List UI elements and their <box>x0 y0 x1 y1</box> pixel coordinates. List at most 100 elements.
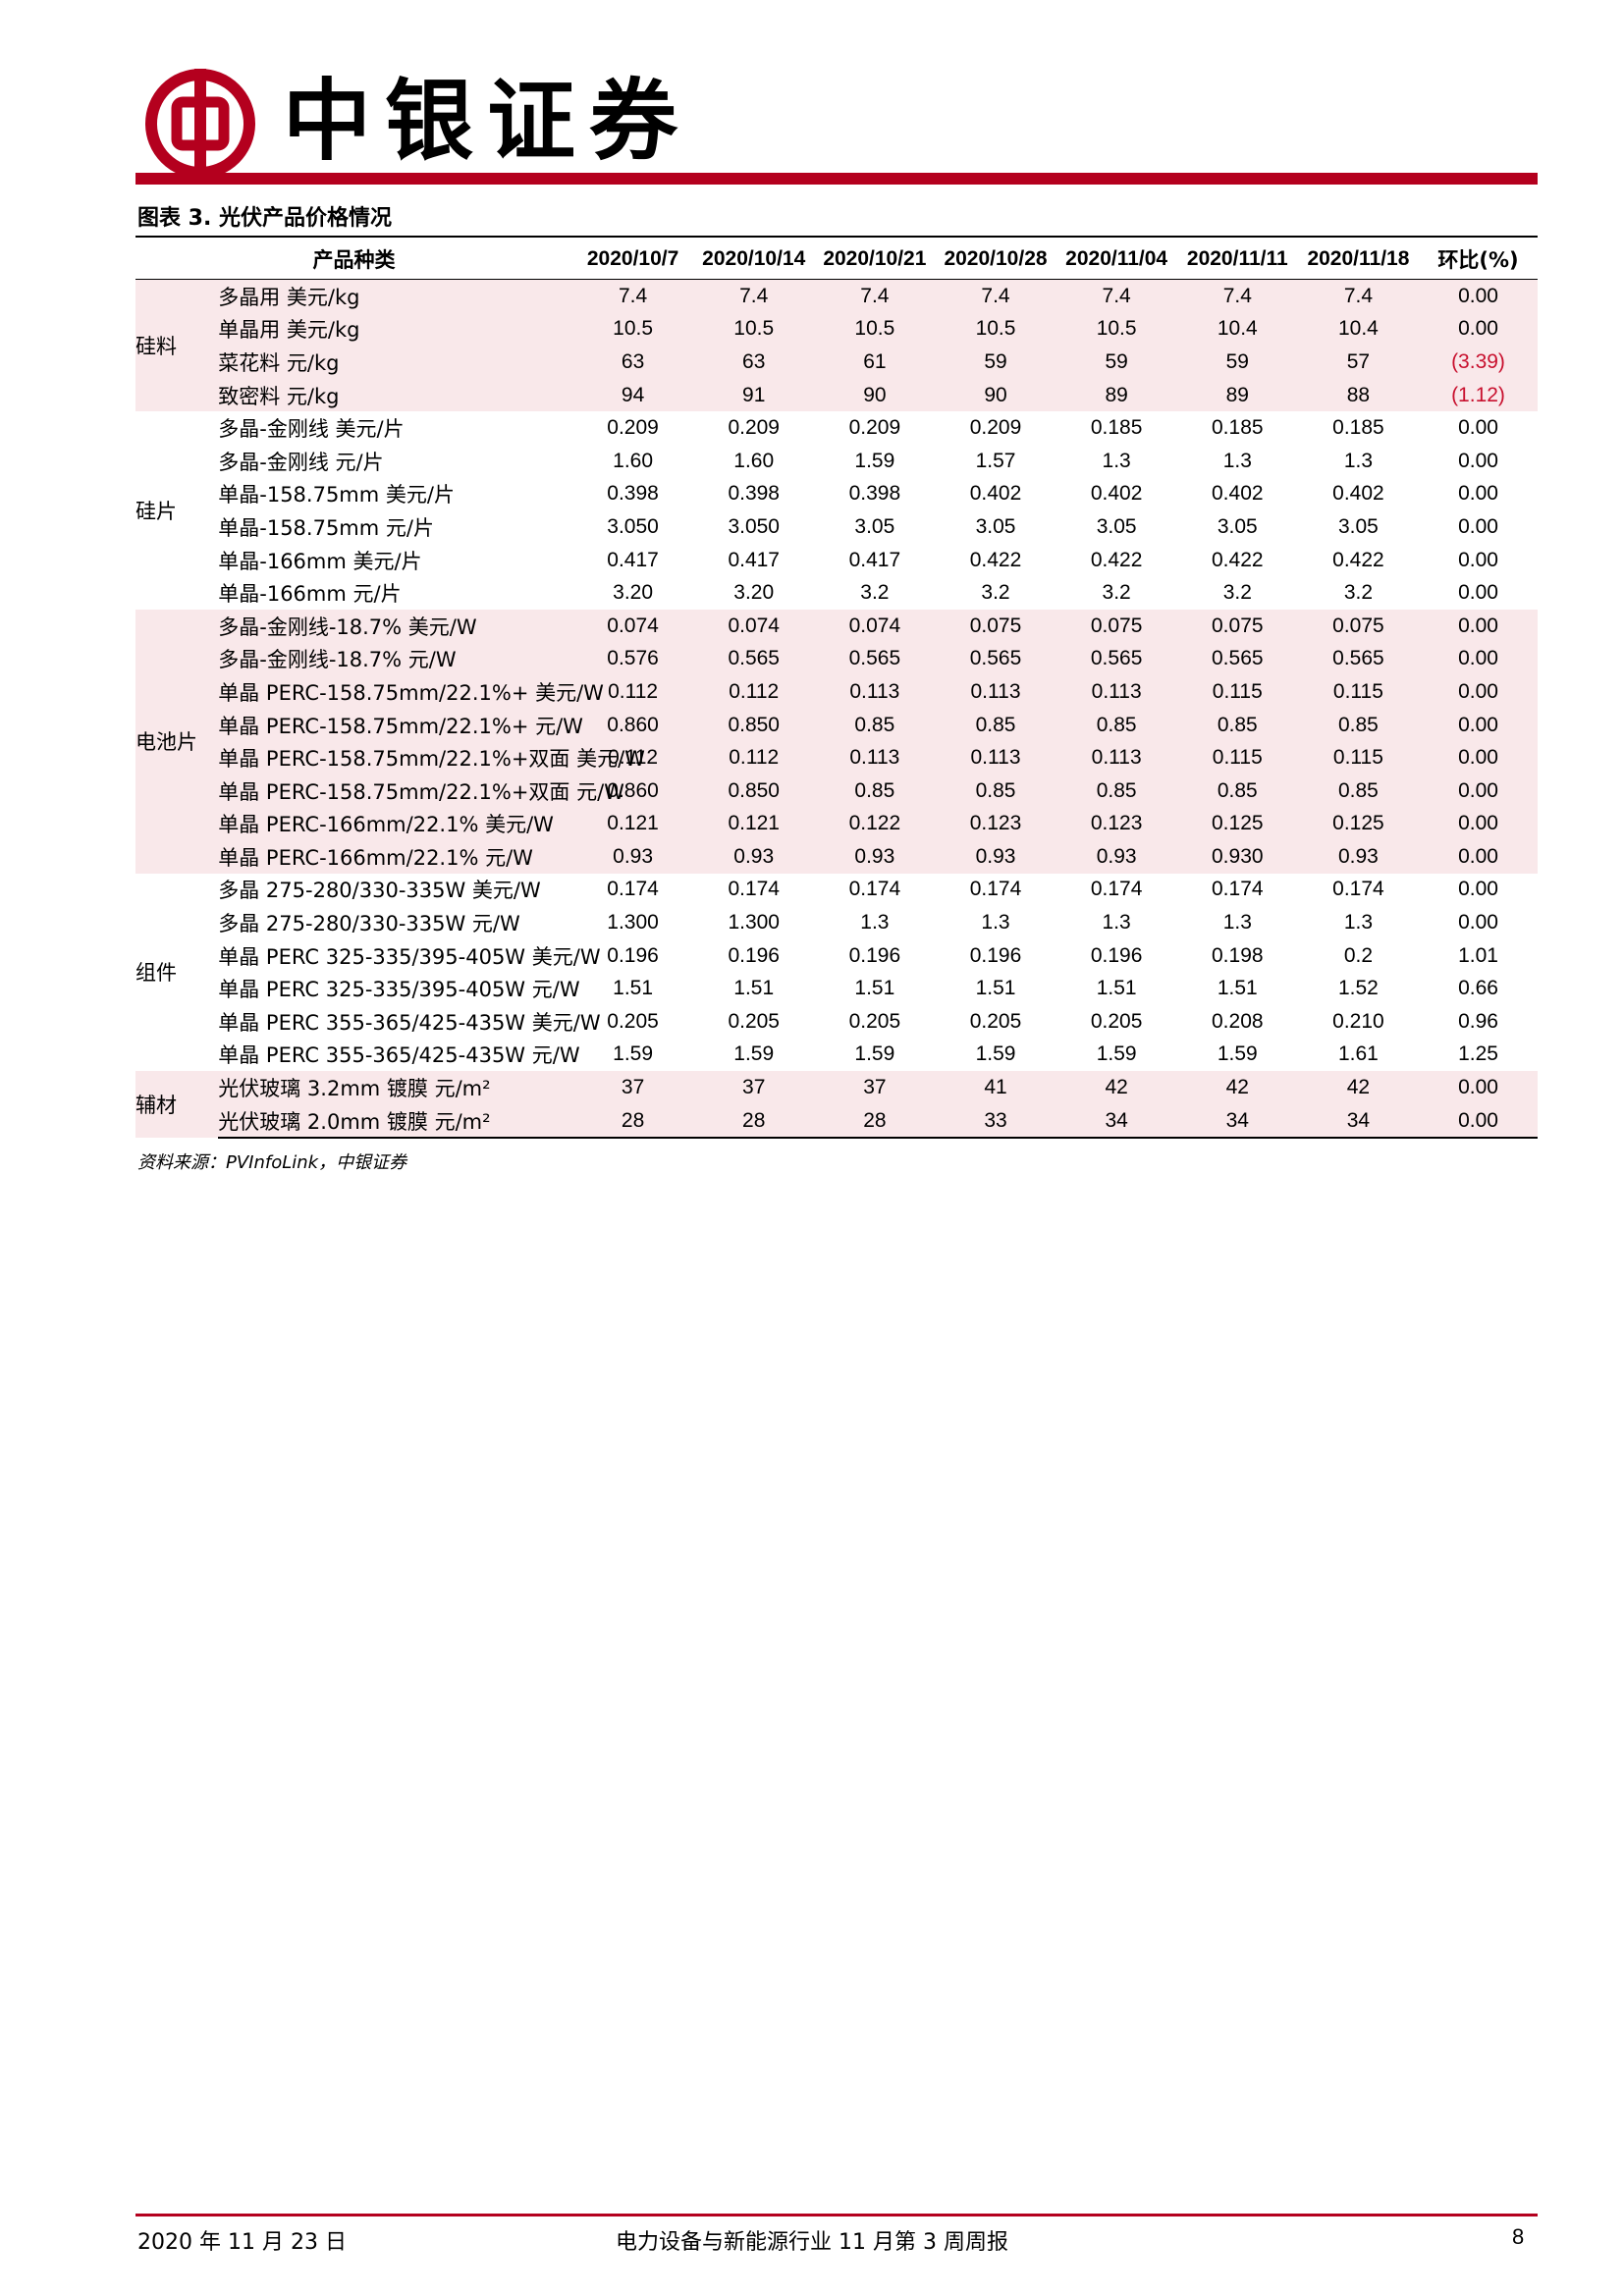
item-label: 单晶 PERC 325-335/395-405W 美元/W <box>218 944 601 969</box>
price-cell: 1.3 <box>1102 911 1131 934</box>
price-cell: 0.174 <box>848 878 901 901</box>
price-cell: 42 <box>1056 1071 1177 1104</box>
price-cell: 3.05 <box>1096 514 1137 538</box>
price-cell: 0.113 <box>1056 675 1177 709</box>
change-cell: 1.25 <box>1458 1042 1498 1066</box>
change-cell: 0.00 <box>1419 609 1538 643</box>
price-cell: 61 <box>814 346 936 379</box>
price-cell: 91 <box>693 378 815 412</box>
item-label: 单晶 PERC-158.75mm/22.1%+双面 美元/W <box>218 741 645 774</box>
group-label: 电池片 <box>135 609 219 874</box>
table-row: 硅料 多晶用 美元/kg 7.4 7.4 7.4 7.4 7.4 7.4 7.4 0.00 <box>135 279 1538 412</box>
table-row: 组件 多晶 275-280/330-335W 美元/W 0.174 0.174 0.17… <box>135 874 1538 985</box>
price-cell: 7.4 <box>693 279 815 313</box>
price-cell: 0.576 <box>572 642 694 676</box>
price-cell: 0.93 <box>572 840 694 874</box>
price-cell: 59 <box>935 346 1056 379</box>
price-cell: 28 <box>572 1103 694 1140</box>
price-cell: 0.174 <box>1090 878 1143 901</box>
item-label: 单晶-158.75mm 元/片 <box>218 515 434 540</box>
change-cell: 0.00 <box>1458 911 1498 934</box>
price-cell: 0.422 <box>1332 548 1384 571</box>
price-cell: 3.2 <box>1102 581 1131 605</box>
table-row: 单晶 PERC 325-335/395-405W 美元/W 0.196 0.196 0… <box>135 939 1538 973</box>
table-row: 多晶-金刚线 元/片 1.60 1.60 1.59 1.57 1.3 1.3 1.3 0.00 <box>135 445 1538 478</box>
date-header: 2020/10/28 <box>944 247 1048 270</box>
price-cell: 0.174 <box>607 878 659 901</box>
price-cell: 3.05 <box>1337 514 1379 538</box>
price-cell: 1.3 <box>1102 449 1131 472</box>
change-cell: 0.00 <box>1419 807 1538 841</box>
price-cell: 0.125 <box>1297 807 1419 841</box>
header-red-bar <box>135 173 1538 185</box>
price-cell: 7.4 <box>814 279 936 313</box>
page-header: 中银证券 <box>135 55 1538 192</box>
table-row: 单晶用 美元/kg 10.5 10.5 10.5 10.5 10.5 10.4 10.4 0.0… <box>135 312 1538 347</box>
price-cell: 34 <box>1056 1103 1177 1140</box>
price-cell: 0.93 <box>935 840 1056 874</box>
price-cell: 10.5 <box>935 312 1056 347</box>
price-cell: 1.57 <box>975 449 1016 472</box>
price-cell: 1.51 <box>854 977 895 1000</box>
price-cell: 1.3 <box>1343 449 1374 472</box>
price-cell: 0.402 <box>969 482 1022 506</box>
price-cell: 0.074 <box>814 609 936 643</box>
table-row: 单晶 PERC-158.75mm/22.1%+双面 元/W 0.860 0.850 0… <box>135 774 1538 808</box>
date-header: 2020/11/11 <box>1186 247 1288 270</box>
item-label: 单晶 PERC-166mm/22.1% 美元/W <box>218 807 573 841</box>
change-cell: 0.00 <box>1419 279 1538 313</box>
change-cell: 0.00 <box>1419 774 1538 808</box>
item-label: 多晶-金刚线-18.7% 美元/W <box>218 609 573 643</box>
brand-name: 中银证券 <box>283 69 691 173</box>
bank-of-china-logo-icon <box>145 69 255 179</box>
price-cell: 0.85 <box>1056 708 1177 742</box>
price-cell: 0.112 <box>693 675 815 709</box>
change-cell: 0.00 <box>1419 642 1538 676</box>
price-cell: 42 <box>1297 1071 1419 1104</box>
price-cell: 7.4 <box>1297 279 1419 313</box>
change-cell: 0.96 <box>1458 1009 1498 1033</box>
price-cell: 0.196 <box>728 943 780 967</box>
price-cell: 0.198 <box>1212 943 1264 967</box>
change-cell: 0.00 <box>1419 312 1538 347</box>
price-cell: 59 <box>1176 346 1298 379</box>
item-label: 单晶-166mm 美元/片 <box>218 549 422 573</box>
price-cell: 0.85 <box>1297 774 1419 808</box>
change-cell: 0.00 <box>1419 840 1538 874</box>
price-cell: 33 <box>935 1103 1056 1140</box>
price-cell: 1.300 <box>607 911 659 934</box>
price-cell: 0.93 <box>1056 840 1177 874</box>
price-cell: 0.075 <box>1297 609 1419 643</box>
price-cell: 0.85 <box>1297 708 1419 742</box>
price-cell: 0.174 <box>1332 878 1384 901</box>
price-cell: 28 <box>814 1103 936 1140</box>
price-cell: 1.300 <box>728 911 780 934</box>
footer-rule <box>135 2214 1538 2216</box>
table-row: 单晶-166mm 美元/片 0.417 0.417 0.417 0.422 0.422 0.… <box>135 544 1538 577</box>
item-label: 菜花料 元/kg <box>218 346 573 379</box>
change-cell: 0.00 <box>1419 1103 1538 1140</box>
item-label: 单晶 PERC-166mm/22.1% 元/W <box>218 840 573 874</box>
price-cell: 0.208 <box>1212 1009 1264 1033</box>
price-cell: 0.422 <box>1090 548 1143 571</box>
price-cell: 0.113 <box>935 675 1056 709</box>
price-cell: 0.121 <box>693 807 815 841</box>
price-cell: 0.85 <box>935 708 1056 742</box>
table-row: 多晶-金刚线-18.7% 元/W 0.576 0.565 0.565 0.565 0.56… <box>135 642 1538 676</box>
price-cell: 1.60 <box>613 449 654 472</box>
price-cell: 7.4 <box>1176 279 1298 313</box>
item-label: 光伏玻璃 3.2mm 镀膜 元/m² <box>218 1071 573 1104</box>
price-cell: 10.4 <box>1297 312 1419 347</box>
price-cell: 0.209 <box>969 416 1022 440</box>
price-cell: 1.61 <box>1337 1042 1379 1066</box>
price-cell: 1.59 <box>854 1042 895 1066</box>
price-cell: 0.185 <box>1090 416 1143 440</box>
table-row: 单晶-166mm 元/片 3.20 3.20 3.2 3.2 3.2 3.2 3.2 0.00 <box>135 576 1538 610</box>
price-cell: 0.930 <box>1176 840 1298 874</box>
item-label: 单晶-158.75mm 美元/片 <box>218 483 455 507</box>
price-cell: 1.3 <box>1222 449 1252 472</box>
footer-report-title: 电力设备与新能源行业 11 月第 3 周周报 <box>616 2230 1008 2255</box>
item-label: 多晶用 美元/kg <box>218 279 573 313</box>
price-cell: 3.05 <box>1217 514 1258 538</box>
price-cell: 0.074 <box>693 609 815 643</box>
